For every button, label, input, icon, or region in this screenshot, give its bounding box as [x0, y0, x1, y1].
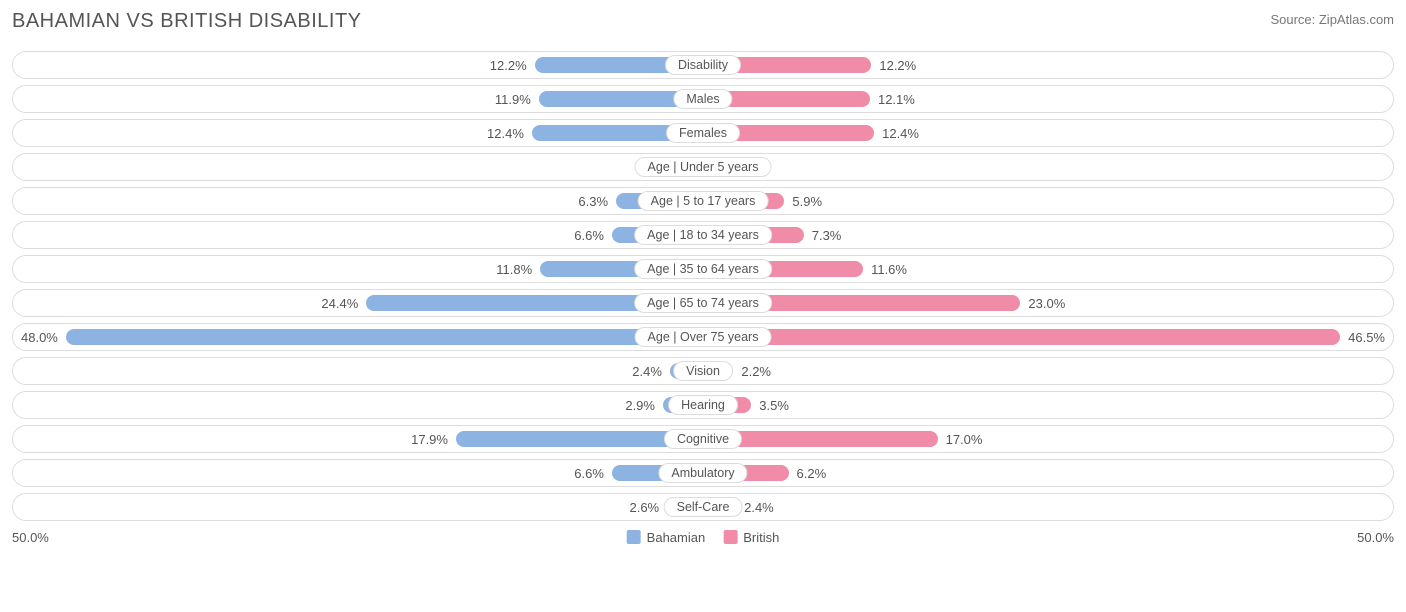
row-right-half: 6.2%: [703, 460, 1393, 486]
chart-row: 2.6% 2.4%Self-Care: [12, 493, 1394, 521]
row-right-value: 17.0%: [938, 432, 991, 447]
row-right-value: 12.4%: [874, 126, 927, 141]
chart-row: 12.2% 12.2% Disability: [12, 51, 1394, 79]
row-right-half: 12.4%: [703, 120, 1393, 146]
row-left-value: 17.9%: [403, 432, 456, 447]
row-right-value: 12.2%: [871, 58, 924, 73]
chart-row: 12.4% 12.4% Females: [12, 119, 1394, 147]
row-left-value: 12.4%: [479, 126, 532, 141]
row-right-half: 2.4%: [703, 494, 1393, 520]
row-left-value: 2.9%: [617, 398, 663, 413]
axis-right-max: 50.0%: [1357, 530, 1394, 545]
row-left-half: 6.6%: [13, 222, 703, 248]
row-category-label: Age | 5 to 17 years: [638, 191, 769, 211]
diverging-bar-chart: 12.2% 12.2% Disability 11.9% 12.1% Males 12.4%…: [12, 51, 1394, 521]
row-left-half: 2.9%: [13, 392, 703, 418]
row-right-value: 2.2%: [733, 364, 779, 379]
row-left-value: 2.4%: [624, 364, 670, 379]
row-left-half: 17.9%: [13, 426, 703, 452]
row-category-label: Vision: [673, 361, 733, 381]
row-right-half: 11.6%: [703, 256, 1393, 282]
chart-title: BAHAMIAN VS BRITISH DISABILITY: [12, 10, 362, 33]
row-category-label: Females: [666, 123, 740, 143]
row-left-half: 2.6%: [13, 494, 703, 520]
row-right-value: 6.2%: [789, 466, 835, 481]
chart-axis: 50.0% Bahamian British 50.0%: [12, 527, 1394, 547]
row-right-half: 17.0%: [703, 426, 1393, 452]
row-left-half: 6.3%: [13, 188, 703, 214]
row-right-value: 23.0%: [1020, 296, 1073, 311]
row-left-half: 2.4%: [13, 358, 703, 384]
row-left-value: 24.4%: [313, 296, 366, 311]
row-right-bar: [703, 329, 1340, 345]
row-right-value: 12.1%: [870, 92, 923, 107]
row-left-half: 48.0%: [13, 324, 703, 350]
row-right-value: 5.9%: [784, 194, 830, 209]
chart-row: 6.3% 5.9% Age | 5 to 17 years: [12, 187, 1394, 215]
row-right-half: 46.5%: [703, 324, 1393, 350]
chart-source: Source: ZipAtlas.com: [1270, 12, 1394, 27]
chart-header: BAHAMIAN VS BRITISH DISABILITY Source: Z…: [12, 10, 1394, 33]
row-left-half: 11.9%: [13, 86, 703, 112]
row-left-value: 11.9%: [487, 92, 539, 107]
row-right-value: 2.4%: [736, 500, 782, 515]
row-left-value: 6.3%: [570, 194, 616, 209]
row-right-half: 7.3%: [703, 222, 1393, 248]
row-left-half: 6.6%: [13, 460, 703, 486]
row-left-value: 6.6%: [566, 466, 612, 481]
row-category-label: Age | 35 to 64 years: [634, 259, 772, 279]
legend-item-right: British: [723, 530, 779, 545]
chart-row: 11.8% 11.6% Age | 35 to 64 years: [12, 255, 1394, 283]
legend-label-right: British: [743, 530, 779, 545]
row-category-label: Age | Under 5 years: [635, 157, 772, 177]
chart-row: 24.4% 23.0% Age | 65 to 74 years: [12, 289, 1394, 317]
chart-row: 2.9% 3.5% Hearing: [12, 391, 1394, 419]
row-left-half: 24.4%: [13, 290, 703, 316]
row-right-half: 12.2%: [703, 52, 1393, 78]
row-category-label: Hearing: [668, 395, 738, 415]
row-right-value: 7.3%: [804, 228, 850, 243]
chart-legend: Bahamian British: [627, 530, 780, 545]
axis-left-max: 50.0%: [12, 530, 49, 545]
chart-row: 11.9% 12.1% Males: [12, 85, 1394, 113]
row-right-value: 46.5%: [1340, 330, 1393, 345]
row-category-label: Males: [673, 89, 732, 109]
row-category-label: Age | 65 to 74 years: [634, 293, 772, 313]
chart-row: 48.0% 46.5% Age | Over 75 years: [12, 323, 1394, 351]
row-left-value: 11.8%: [488, 262, 540, 277]
chart-row: 6.6% 6.2% Ambulatory: [12, 459, 1394, 487]
row-right-half: 5.9%: [703, 188, 1393, 214]
chart-row: 1.3%1.5%Age | Under 5 years: [12, 153, 1394, 181]
chart-row: 6.6% 7.3% Age | 18 to 34 years: [12, 221, 1394, 249]
row-category-label: Self-Care: [664, 497, 743, 517]
legend-label-left: Bahamian: [647, 530, 706, 545]
legend-swatch-right: [723, 530, 737, 544]
row-left-value: 2.6%: [621, 500, 667, 515]
row-left-half: 12.4%: [13, 120, 703, 146]
row-right-half: 1.5%: [703, 154, 1393, 180]
chart-row: 2.4% 2.2%Vision: [12, 357, 1394, 385]
legend-item-left: Bahamian: [627, 530, 706, 545]
row-category-label: Cognitive: [664, 429, 742, 449]
row-left-bar: [66, 329, 703, 345]
row-left-value: 12.2%: [482, 58, 535, 73]
row-right-half: 3.5%: [703, 392, 1393, 418]
row-right-half: 12.1%: [703, 86, 1393, 112]
chart-row: 17.9% 17.0% Cognitive: [12, 425, 1394, 453]
row-left-value: 6.6%: [566, 228, 612, 243]
row-left-half: 11.8%: [13, 256, 703, 282]
row-left-half: 12.2%: [13, 52, 703, 78]
row-category-label: Age | 18 to 34 years: [634, 225, 772, 245]
row-right-value: 11.6%: [863, 262, 915, 277]
legend-swatch-left: [627, 530, 641, 544]
row-left-half: 1.3%: [13, 154, 703, 180]
row-category-label: Disability: [665, 55, 741, 75]
row-category-label: Age | Over 75 years: [635, 327, 772, 347]
row-left-value: 48.0%: [13, 330, 66, 345]
row-right-half: 23.0%: [703, 290, 1393, 316]
row-category-label: Ambulatory: [658, 463, 747, 483]
row-right-half: 2.2%: [703, 358, 1393, 384]
row-right-value: 3.5%: [751, 398, 797, 413]
